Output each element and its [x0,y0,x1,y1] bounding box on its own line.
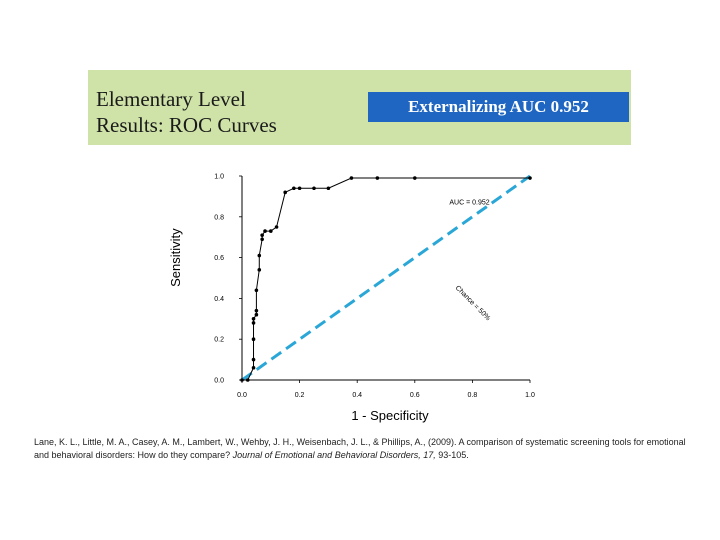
roc-point [251,357,256,362]
title-line-2: Results: ROC Curves [96,113,277,137]
roc-point [312,186,316,191]
roc-point [326,186,331,191]
roc-point [260,233,264,237]
chance-line-group [241,174,531,382]
roc-chart: 0.0 0.2 0.4 0.6 0.8 1.0 0.0 0.2 0.4 0.6 0.8 1.0 AUC… [168,174,535,424]
y-tick-label: 0.4 [214,296,224,303]
title-line-1: Elementary Level [96,87,246,111]
roc-point [254,308,259,313]
slide-title: Elementary Level Results: ROC Curves [96,86,277,138]
roc-point [349,176,354,180]
roc-point [413,176,417,180]
chart-axes [239,175,531,383]
roc-point [528,176,532,180]
x-axis-label: 1 - Specificity [351,408,429,423]
roc-point [251,321,256,325]
roc-point [269,229,273,233]
y-tick-label: 0.8 [214,214,224,221]
roc-point [251,317,256,321]
x-tick-label: 0.2 [295,392,305,399]
roc-point [245,378,250,382]
roc-point [263,229,267,233]
roc-point [251,365,256,370]
roc-point [274,225,279,229]
roc-point [283,190,287,195]
x-tick-label: 0.6 [410,392,420,399]
y-tick-label: 0.6 [214,255,224,262]
x-tick-label: 1.0 [525,392,535,399]
auc-banner: Externalizing AUC 0.952 [368,92,629,122]
roc-curve-line [242,177,530,381]
roc-point [254,288,259,293]
y-tick-label: 0.0 [214,378,224,385]
roc-point [257,253,262,258]
roc-points-group [240,176,532,382]
roc-point [254,312,259,317]
roc-curve-group [242,177,530,381]
roc-point [297,186,302,191]
roc-point [251,337,256,341]
tick-labels-group: 0.0 0.2 0.4 0.6 0.8 1.0 0.0 0.2 0.4 0.6 0.8 1.0 [214,174,535,400]
chance-line [241,174,531,382]
auc-label: AUC = 0.952 [449,200,489,207]
citation-authors: Lane, K. L., Little, M. A., Casey, A. M.… [34,437,686,460]
roc-point [240,378,244,382]
x-tick-label: 0.4 [352,392,362,399]
title-band: Elementary Level Results: ROC Curves Ext… [88,70,631,145]
x-tick-label: 0.0 [237,392,247,399]
citation-pages: 93-105. [435,449,469,460]
y-tick-label: 1.0 [214,174,224,181]
y-tick-label: 0.2 [214,337,224,344]
roc-point [260,237,264,242]
chance-label: Chance = 50% [454,285,492,323]
y-axis-label: Sensitivity [168,228,183,287]
x-tick-label: 0.8 [468,392,478,399]
roc-point [257,268,262,272]
roc-point [292,186,296,191]
citation-journal: Journal of Emotional and Behavioral Diso… [232,449,436,460]
citation: Lane, K. L., Little, M. A., Casey, A. M.… [34,436,694,461]
roc-point [375,176,380,180]
